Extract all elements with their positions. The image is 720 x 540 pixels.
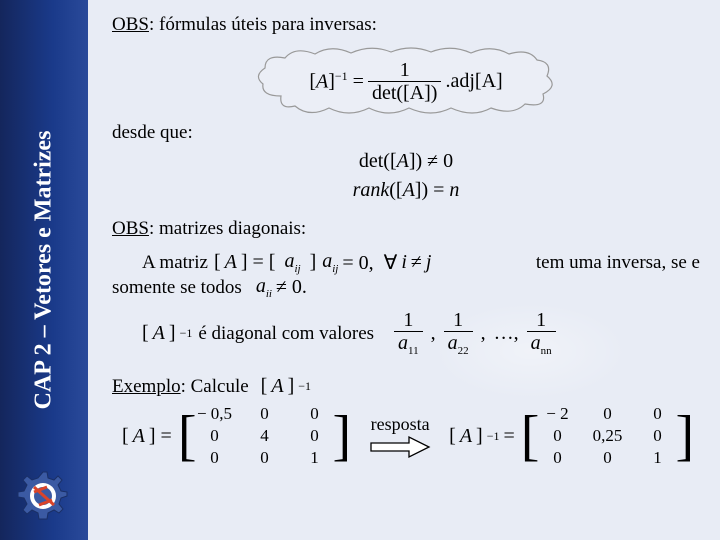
matrix-cell: 0 [589,404,625,424]
matrix-cell: 0,25 [589,426,625,446]
exemplo-line: Exemplo: Calcule [A]−1 [112,375,700,398]
arrow-icon [369,435,431,459]
matrix-cell: 0 [197,448,233,468]
a-matriz: A matriz [142,252,208,274]
ex-prefix: Exemplo [112,376,181,397]
obs1-prefix: OBS [112,14,149,35]
matrix-cell: 0 [297,404,333,424]
obs2-rest: : matrizes diagonais: [149,218,306,239]
tem-inversa: tem uma inversa, se e [536,252,700,274]
matrix-cell: 0 [639,404,675,424]
ex-rest: : Calcule [181,376,249,397]
matrix-cell: 0 [247,404,283,424]
matrix-cell: 0 [297,426,333,446]
diag-values-line: [A]−1 é diagonal com valores 1a11, 1a22,… [112,310,700,357]
cond2: rank([A]) = n [353,179,460,202]
matrix-cell: − 2 [539,404,575,424]
obs2-line: OBS: matrizes diagonais: [112,218,700,240]
matrix-cell: 0 [539,448,575,468]
cond1: det([A]) ≠ 0 [359,150,453,173]
matrix-cell: − 0,5 [197,404,233,424]
resposta-label: resposta [371,414,430,435]
matrix-cell: 1 [297,448,333,468]
diag-line1: A matriz [A] = [ aij ] aij = 0, ∀ i ≠ j … [112,250,700,275]
frac-den: det([A]) [368,81,442,103]
obs1-rest: : fórmulas úteis para inversas: [149,14,377,35]
main-inverse-formula: [A]−1 = 1 det([A]) .adj[A] [309,60,502,103]
matrix-cell: 0 [247,448,283,468]
matrix-cell: 0 [539,426,575,446]
e-diagonal: é diagonal com valores [198,323,374,345]
conditions-block: det([A]) ≠ 0 rank([A]) = n [112,150,700,202]
obs2-prefix: OBS [112,218,149,239]
rhs: .adj[A] [445,70,502,93]
main-formula-cloud: [A]−1 = 1 det([A]) .adj[A] [251,46,561,116]
matrix-A: [ − 0,500040001 ] [178,404,351,468]
matrix-cell: 4 [247,426,283,446]
matrix-cell: 1 [639,448,675,468]
matrix-A-inv: [ − 20000,250001 ] [521,404,694,468]
slide-root: CAP 2 – Vetores e Matrizes OBS: fórmulas… [0,0,720,540]
sidebar: CAP 2 – Vetores e Matrizes [0,0,88,540]
content-area: OBS: fórmulas úteis para inversas: [A]−1… [88,0,720,540]
matrix-cell: 0 [589,448,625,468]
diag-line2: somente se todos aii ≠ 0. [112,275,700,300]
frac-num: 1 [396,60,414,81]
logo [14,468,72,526]
desde-que: desde que: [112,122,700,144]
somente: somente se todos [112,277,242,299]
sidebar-title: CAP 2 – Vetores e Matrizes [31,131,58,410]
obs1-line: OBS: fórmulas úteis para inversas: [112,14,700,36]
example-row: [A] = [ − 0,500040001 ] resposta [A]−1 =… [112,404,700,468]
matrix-cell: 0 [197,426,233,446]
matrix-cell: 0 [639,426,675,446]
